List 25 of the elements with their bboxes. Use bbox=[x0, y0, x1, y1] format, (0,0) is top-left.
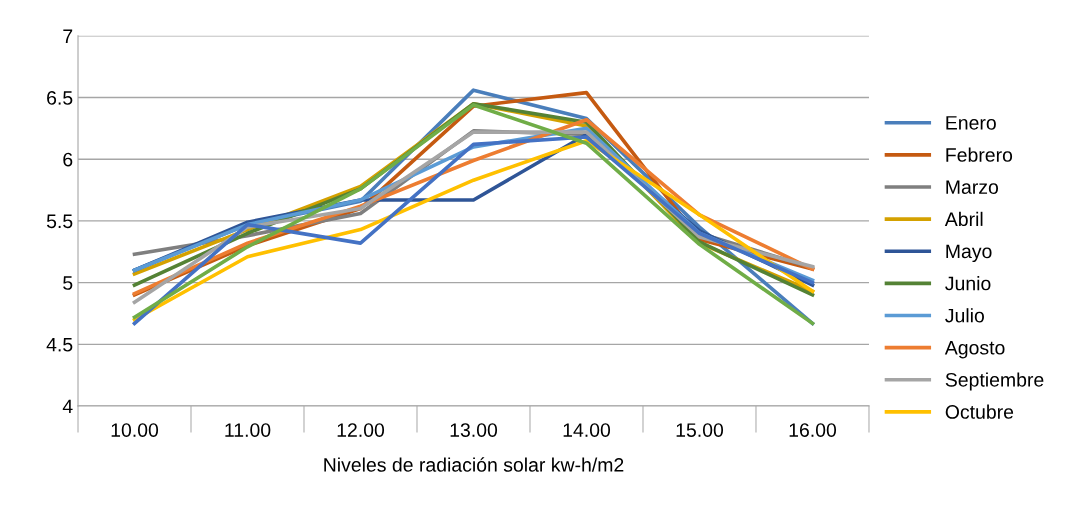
x-tick-label: 10.00 bbox=[111, 423, 159, 437]
legend-label: Junio bbox=[945, 276, 991, 291]
legend-label: Octubre bbox=[945, 404, 1014, 419]
legend-label: Abril bbox=[944, 211, 983, 227]
legend-label: Enero bbox=[946, 116, 996, 130]
y-tick-label: 7 bbox=[63, 29, 73, 43]
legend-label: Septiembre bbox=[945, 372, 1044, 391]
x-tick-label: 11.00 bbox=[225, 423, 271, 437]
x-tick-label: 12.00 bbox=[337, 423, 385, 437]
legend-label: Marzo bbox=[946, 180, 999, 194]
y-tick-label: 5.5 bbox=[46, 214, 73, 229]
legend-label: Agosto bbox=[944, 341, 1005, 359]
y-tick-label: 4 bbox=[62, 399, 73, 414]
legend-label: Julio bbox=[945, 308, 984, 323]
legend-label: Mayo bbox=[946, 244, 992, 263]
y-tick-label: 6 bbox=[63, 152, 73, 167]
x-axis-title: Niveles de radiación solar kw-h/m2 bbox=[324, 457, 624, 472]
y-tick-label: 6.5 bbox=[47, 91, 73, 105]
x-tick-label: 16.00 bbox=[789, 423, 837, 437]
legend-label: Febrero bbox=[946, 147, 1013, 162]
x-tick-label: 14.00 bbox=[563, 423, 611, 437]
x-tick-label: 15.00 bbox=[676, 423, 724, 437]
y-tick-label: 5 bbox=[63, 276, 73, 290]
x-tick-label: 13.00 bbox=[450, 423, 498, 437]
y-tick-label: 4.5 bbox=[46, 337, 73, 352]
